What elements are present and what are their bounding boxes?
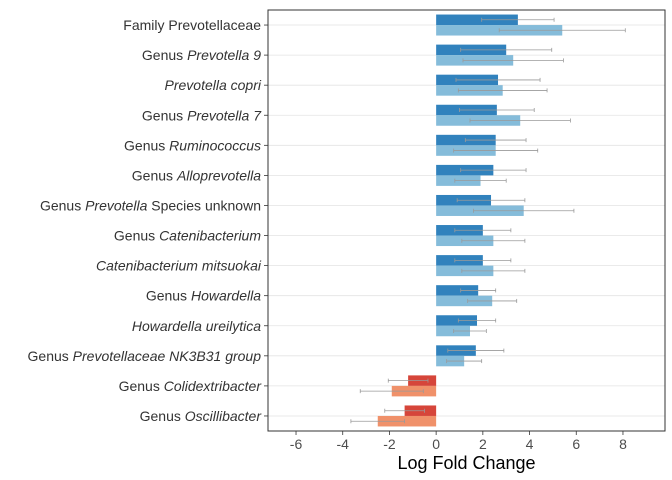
category-label-part: Prevotella 7 xyxy=(187,107,262,123)
bar xyxy=(436,295,493,307)
category-label-part: Genus xyxy=(132,167,177,183)
error-bar xyxy=(498,28,626,33)
category-label-part: Alloprevotella xyxy=(176,167,261,183)
error-bar xyxy=(460,288,497,293)
error-bar xyxy=(454,228,512,233)
error-bar xyxy=(460,168,527,173)
x-tick-label: 0 xyxy=(432,436,440,452)
category-label-part: Species unknown xyxy=(147,197,261,213)
category-label: Prevotella copri xyxy=(165,77,262,93)
x-tick-label: 2 xyxy=(479,436,487,452)
error-bar xyxy=(453,148,539,153)
category-label-part: Prevotella 9 xyxy=(187,47,261,63)
panel-border xyxy=(267,9,666,432)
bar xyxy=(436,315,478,326)
error-bar xyxy=(359,389,424,394)
error-bar xyxy=(454,258,512,263)
category-label-part: Catenibacterium xyxy=(159,228,261,244)
category-label-part: Genus xyxy=(124,137,169,153)
error-bar xyxy=(455,77,541,82)
category-label: Catenibacterium mitsuokai xyxy=(96,258,262,274)
error-bar xyxy=(459,108,535,112)
error-bar xyxy=(447,348,505,353)
category-label: Genus Catenibacterium xyxy=(114,228,261,244)
category-label: Genus Howardella xyxy=(146,288,261,304)
error-bar xyxy=(453,329,487,333)
error-bar xyxy=(461,268,526,273)
error-bar xyxy=(446,359,483,364)
x-tick-label: 6 xyxy=(572,436,580,452)
category-label-part: Catenibacterium mitsuokai xyxy=(96,258,262,274)
category-label-part: Howardella xyxy=(191,288,261,304)
category-label-part: Genus xyxy=(140,408,185,424)
error-bar xyxy=(384,408,425,413)
category-label-part: Prevotella xyxy=(85,197,147,213)
bar xyxy=(436,325,471,337)
error-bar xyxy=(456,198,526,203)
category-label-part: Genus xyxy=(142,107,187,123)
error-bar-layer xyxy=(350,17,626,424)
x-tick-label: -4 xyxy=(337,436,350,452)
error-bar xyxy=(457,318,497,323)
error-bar xyxy=(462,58,564,63)
category-label: Genus Prevotella Species unknown xyxy=(40,197,261,213)
category-label-part: Genus xyxy=(146,288,191,304)
error-bar xyxy=(481,17,555,22)
category-label: Genus Prevotellaceae NK3B31 group xyxy=(28,348,262,364)
category-label-part: Genus xyxy=(114,228,159,244)
error-bar xyxy=(464,138,527,143)
category-label-part: Ruminococcus xyxy=(169,137,261,153)
category-label-part: Prevotellaceae NK3B31 group xyxy=(73,348,262,364)
category-label-part: Family Prevotellaceae xyxy=(123,17,261,33)
x-tick-layer: -6 -4 -2 0 2 4 6 8 xyxy=(290,431,627,452)
error-bar xyxy=(350,419,406,424)
category-label: Genus Oscillibacter xyxy=(140,408,263,424)
error-bar xyxy=(473,208,575,213)
error-bar xyxy=(467,298,518,303)
x-tick-label: 8 xyxy=(619,436,627,452)
x-axis-title: Log Fold Change xyxy=(397,453,535,473)
error-bar xyxy=(469,118,571,123)
category-label-part: Oscillibacter xyxy=(185,408,263,424)
bar xyxy=(377,415,437,427)
bar-layer xyxy=(377,14,563,427)
category-label: Howardella ureilytica xyxy=(132,318,261,334)
error-bar xyxy=(457,88,548,93)
category-label-part: Genus xyxy=(28,348,73,364)
category-label: Genus Colidextribacter xyxy=(119,378,263,394)
error-bar xyxy=(461,238,526,243)
error-bar xyxy=(460,47,553,52)
category-label: Genus Prevotella 7 xyxy=(142,107,262,123)
error-bar xyxy=(454,178,507,183)
category-label-part: Genus xyxy=(119,378,164,394)
bar xyxy=(436,14,518,26)
category-label-part: Howardella ureilytica xyxy=(132,318,261,334)
x-tick-label: -6 xyxy=(290,436,303,452)
category-label-part: Colidextribacter xyxy=(164,378,263,394)
error-bar xyxy=(387,378,429,383)
category-label: Genus Ruminococcus xyxy=(124,137,261,153)
category-label-part: Genus xyxy=(142,47,187,63)
category-label-part: Genus xyxy=(40,197,85,213)
x-tick-label: -2 xyxy=(383,436,396,452)
category-label: Genus Alloprevotella xyxy=(132,167,261,183)
category-label: Family Prevotellaceae xyxy=(123,17,261,33)
category-label: Genus Prevotella 9 xyxy=(142,47,261,63)
x-tick-label: 4 xyxy=(526,436,534,452)
category-label-part: Prevotella copri xyxy=(165,77,262,93)
bar xyxy=(436,285,479,296)
